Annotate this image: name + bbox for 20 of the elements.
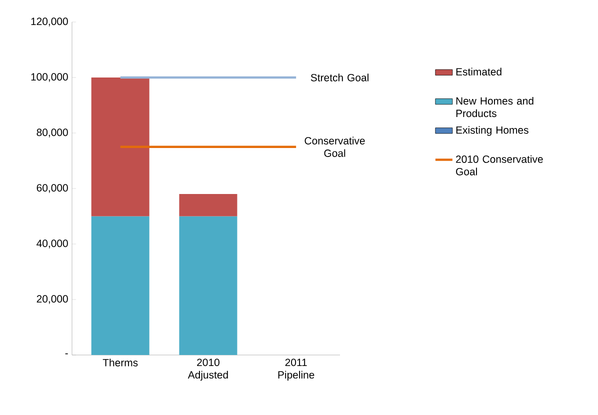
y-tick-label: 60,000 [36,184,68,193]
annotation: Stretch Goal [310,74,368,82]
legend-label: Existing Homes [456,126,528,136]
y-tick-label: - [65,353,68,354]
bar [91,216,150,355]
annotation: Conservative Goal [304,136,365,157]
legend-label: 2010 Conservative Goal [456,155,543,176]
bar [179,194,238,216]
bar [91,77,150,216]
legend-label: New Homes and Products [456,96,534,118]
x-tick-label: Therms [102,358,138,366]
y-tick-label: 120,000 [31,18,68,26]
x-tick-label: 2010 Adjusted [188,358,228,381]
legend-label: Estimated [456,68,502,76]
bar [179,216,238,355]
x-tick-label: 2011 Pipeline [278,358,314,381]
y-tick-label: 80,000 [36,128,68,138]
y-tick-label: 20,000 [36,295,68,304]
y-tick-label: 100,000 [31,73,68,82]
y-tick-label: 40,000 [36,240,68,248]
